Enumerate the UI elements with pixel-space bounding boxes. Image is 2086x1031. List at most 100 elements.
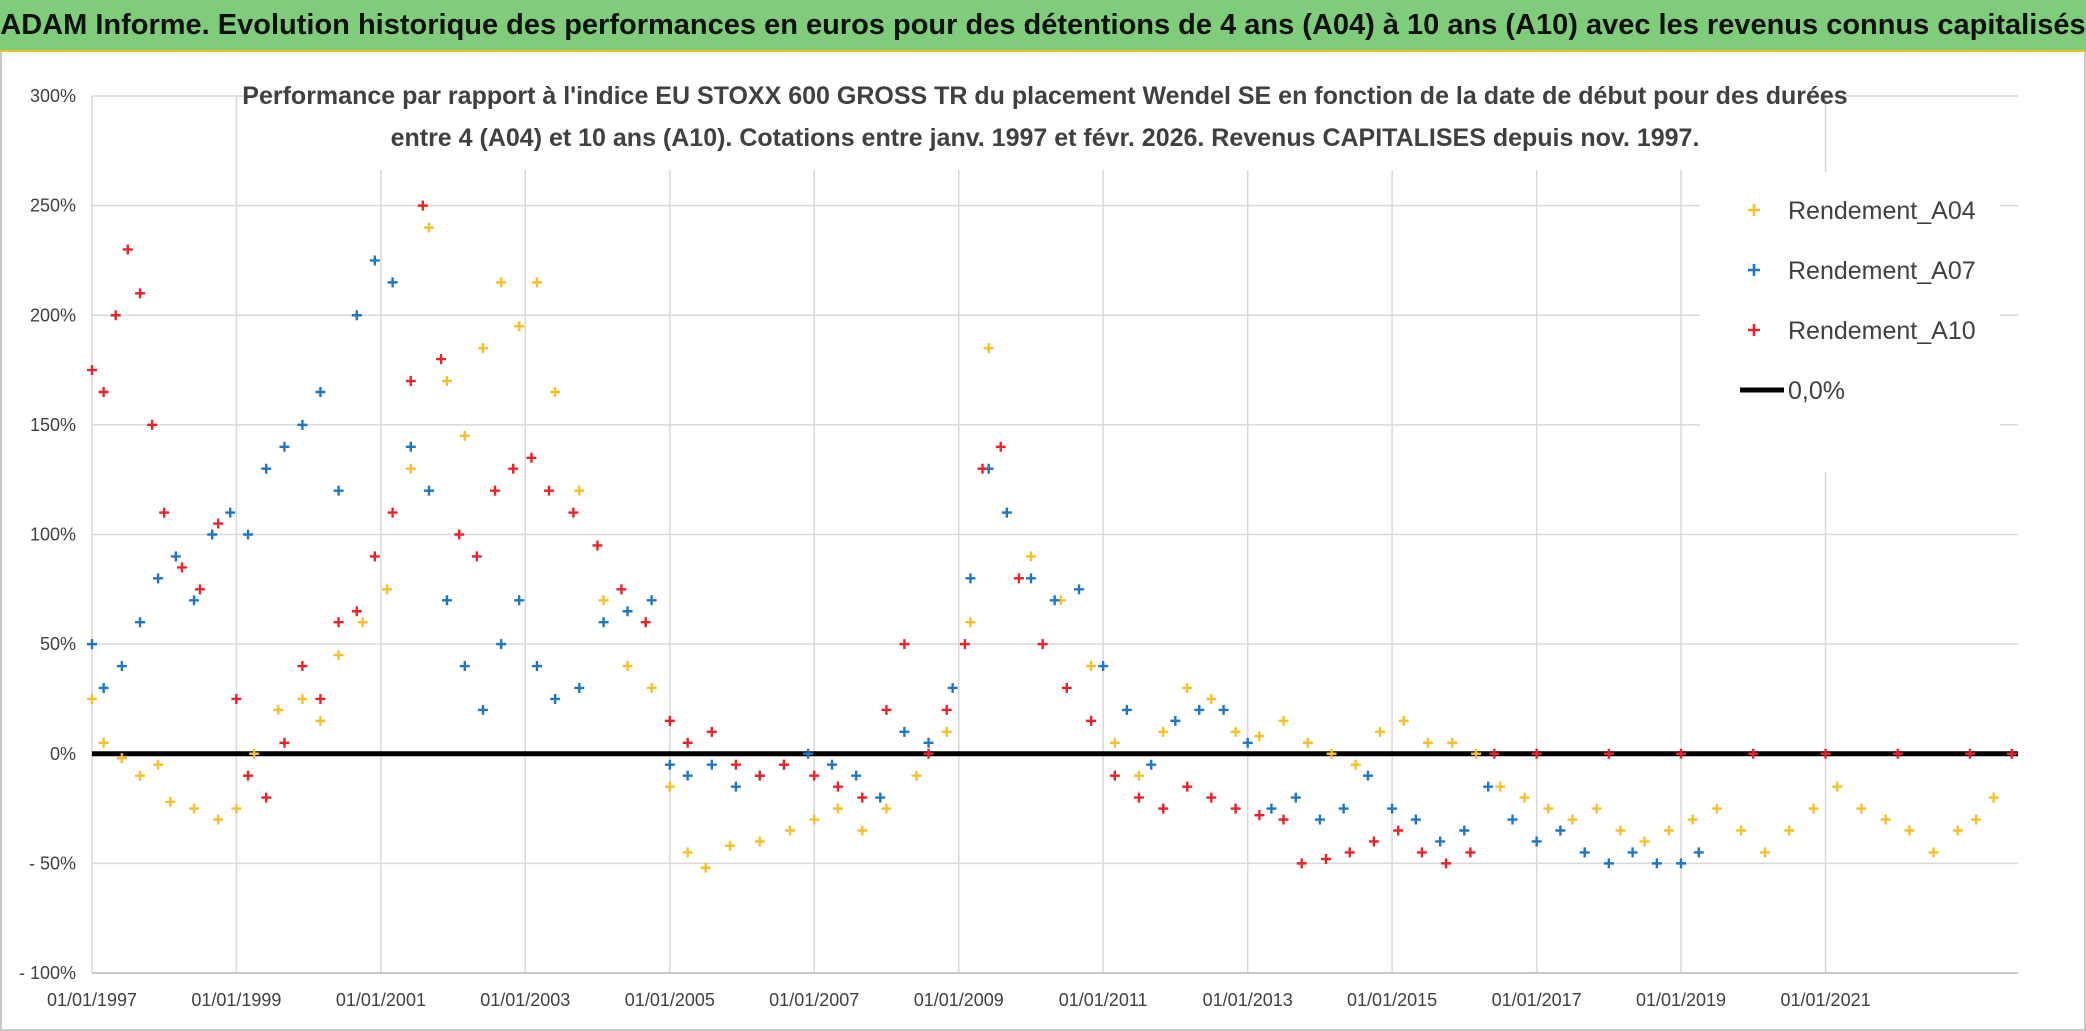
point-Rendement_A04-30: [682, 847, 693, 858]
point-Rendement_A10-47: [977, 463, 988, 474]
point-Rendement_A07-15: [351, 310, 362, 321]
point-Rendement_A04-66: [1567, 814, 1578, 825]
point-Rendement_A07-57: [1266, 803, 1277, 814]
point-Rendement_A07-9: [243, 529, 254, 540]
point-Rendement_A07-6: [189, 595, 200, 606]
point-Rendement_A04-15: [382, 584, 393, 595]
point-Rendement_A07-49: [1074, 584, 1085, 595]
point-Rendement_A04-56: [1326, 748, 1337, 759]
point-Rendement_A04-67: [1591, 803, 1602, 814]
point-Rendement_A07-38: [827, 759, 838, 770]
y-tick-label-1: 250%: [30, 196, 76, 216]
point-Rendement_A10-35: [706, 726, 717, 737]
point-Rendement_A07-64: [1435, 836, 1446, 847]
point-Rendement_A04-2: [116, 753, 127, 764]
point-Rendement_A10-59: [1254, 810, 1265, 821]
point-Rendement_A10-77: [2006, 748, 2017, 759]
point-Rendement_A04-39: [911, 770, 922, 781]
point-Rendement_A04-11: [297, 693, 308, 704]
point-Rendement_A04-80: [1904, 825, 1915, 836]
point-Rendement_A10-76: [1964, 748, 1975, 759]
point-Rendement_A07-21: [459, 661, 470, 672]
point-Rendement_A04-40: [941, 726, 952, 737]
point-Rendement_A10-16: [333, 617, 344, 628]
point-Rendement_A07-73: [1651, 858, 1662, 869]
point-Rendement_A10-70: [1531, 748, 1542, 759]
point-Rendement_A04-54: [1278, 715, 1289, 726]
point-Rendement_A07-69: [1555, 825, 1566, 836]
y-tick-label-3: 150%: [30, 415, 76, 435]
point-Rendement_A07-4: [153, 573, 164, 584]
point-Rendement_A10-67: [1441, 858, 1452, 869]
point-Rendement_A07-50: [1098, 661, 1109, 672]
point-Rendement_A04-6: [189, 803, 200, 814]
x-tick-label-10: 01/01/2017: [1492, 990, 1582, 1010]
point-Rendement_A07-41: [899, 726, 910, 737]
point-Rendement_A10-7: [176, 562, 187, 573]
point-Rendement_A04-50: [1182, 682, 1193, 693]
legend-marker-Rendement_A07: [1748, 264, 1760, 276]
point-Rendement_A10-22: [436, 354, 447, 365]
point-Rendement_A04-33: [754, 836, 765, 847]
point-Rendement_A10-13: [279, 737, 290, 748]
point-Rendement_A10-51: [1061, 682, 1072, 693]
point-Rendement_A07-51: [1121, 704, 1132, 715]
point-Rendement_A10-1: [98, 386, 109, 397]
point-Rendement_A10-58: [1230, 803, 1241, 814]
point-Rendement_A10-4: [135, 288, 146, 299]
point-Rendement_A07-31: [664, 759, 675, 770]
point-Rendement_A04-38: [881, 803, 892, 814]
point-Rendement_A04-27: [622, 661, 633, 672]
point-Rendement_A07-29: [622, 606, 633, 617]
point-Rendement_A07-63: [1410, 814, 1421, 825]
x-tick-label-0: 01/01/1997: [47, 990, 137, 1010]
point-Rendement_A07-62: [1387, 803, 1398, 814]
point-Rendement_A04-34: [785, 825, 796, 836]
legend-label-Rendement_A07: Rendement_A07: [1788, 257, 1976, 285]
point-Rendement_A04-41: [965, 617, 976, 628]
point-Rendement_A07-34: [730, 781, 741, 792]
point-Rendement_A07-40: [875, 792, 886, 803]
point-Rendement_A07-13: [315, 386, 326, 397]
point-Rendement_A10-28: [544, 485, 555, 496]
point-Rendement_A04-7: [213, 814, 224, 825]
x-tick-label-11: 01/01/2019: [1636, 990, 1726, 1010]
point-Rendement_A07-75: [1693, 847, 1704, 858]
point-Rendement_A04-17: [423, 222, 434, 233]
point-Rendement_A10-60: [1278, 814, 1289, 825]
point-Rendement_A10-40: [832, 781, 843, 792]
x-tick-label-4: 01/01/2005: [625, 990, 715, 1010]
point-Rendement_A10-25: [490, 485, 501, 496]
title-background: [280, 78, 1810, 170]
point-Rendement_A10-43: [899, 639, 910, 650]
legend-label-reference: 0,0%: [1788, 377, 1845, 405]
point-Rendement_A07-61: [1362, 770, 1373, 781]
point-Rendement_A04-79: [1880, 814, 1891, 825]
point-Rendement_A10-27: [526, 452, 537, 463]
point-Rendement_A04-24: [550, 386, 561, 397]
y-tick-label-0: 300%: [30, 86, 76, 106]
point-Rendement_A04-62: [1471, 748, 1482, 759]
y-tick-label-7: - 50%: [29, 853, 76, 873]
data-points: [87, 200, 2017, 873]
point-Rendement_A04-31: [700, 862, 711, 873]
point-Rendement_A04-72: [1711, 803, 1722, 814]
point-Rendement_A10-21: [417, 200, 428, 211]
point-Rendement_A07-11: [279, 441, 290, 452]
point-Rendement_A04-60: [1422, 737, 1433, 748]
point-Rendement_A04-32: [724, 840, 735, 851]
point-Rendement_A04-37: [857, 825, 868, 836]
point-Rendement_A04-29: [664, 781, 675, 792]
point-Rendement_A10-71: [1603, 748, 1614, 759]
point-Rendement_A04-47: [1109, 737, 1120, 748]
point-Rendement_A07-5: [170, 551, 181, 562]
point-Rendement_A04-22: [514, 321, 525, 332]
point-Rendement_A07-12: [297, 419, 308, 430]
legend: Rendement_A04 Rendement_A07 Rendement_A10 0…: [1700, 172, 2000, 472]
point-Rendement_A04-14: [357, 617, 368, 628]
point-Rendement_A10-62: [1321, 853, 1332, 864]
point-Rendement_A04-55: [1302, 737, 1313, 748]
point-Rendement_A04-44: [1025, 551, 1036, 562]
point-Rendement_A04-69: [1639, 836, 1650, 847]
point-Rendement_A07-18: [405, 441, 416, 452]
